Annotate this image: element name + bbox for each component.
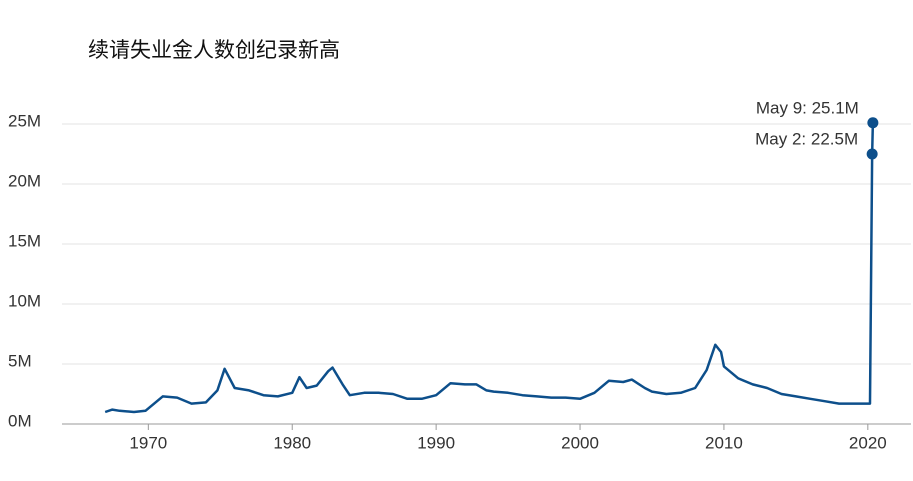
x-tick-label: 2010	[705, 433, 743, 452]
y-tick-label: 5M	[8, 351, 32, 370]
y-tick-label: 25M	[8, 111, 41, 130]
y-tick-label: 15M	[8, 231, 41, 250]
annotation: May 2: 22.5M	[755, 129, 858, 148]
point-marker	[867, 117, 879, 129]
x-tick-label: 1990	[417, 433, 455, 452]
y-tick-label: 10M	[8, 291, 41, 310]
y-tick-label: 0M	[8, 411, 32, 430]
x-tick-label: 2000	[561, 433, 599, 452]
x-tick-label: 1970	[129, 433, 167, 452]
annotation: May 9: 25.1M	[756, 98, 859, 117]
x-tick-label: 1980	[273, 433, 311, 452]
point-marker	[866, 148, 878, 160]
chart-title: 续请失业金人数创纪录新高	[88, 38, 340, 62]
x-tick-label: 2020	[849, 433, 887, 452]
series-line	[104, 122, 875, 414]
y-tick-label: 20M	[8, 171, 41, 190]
